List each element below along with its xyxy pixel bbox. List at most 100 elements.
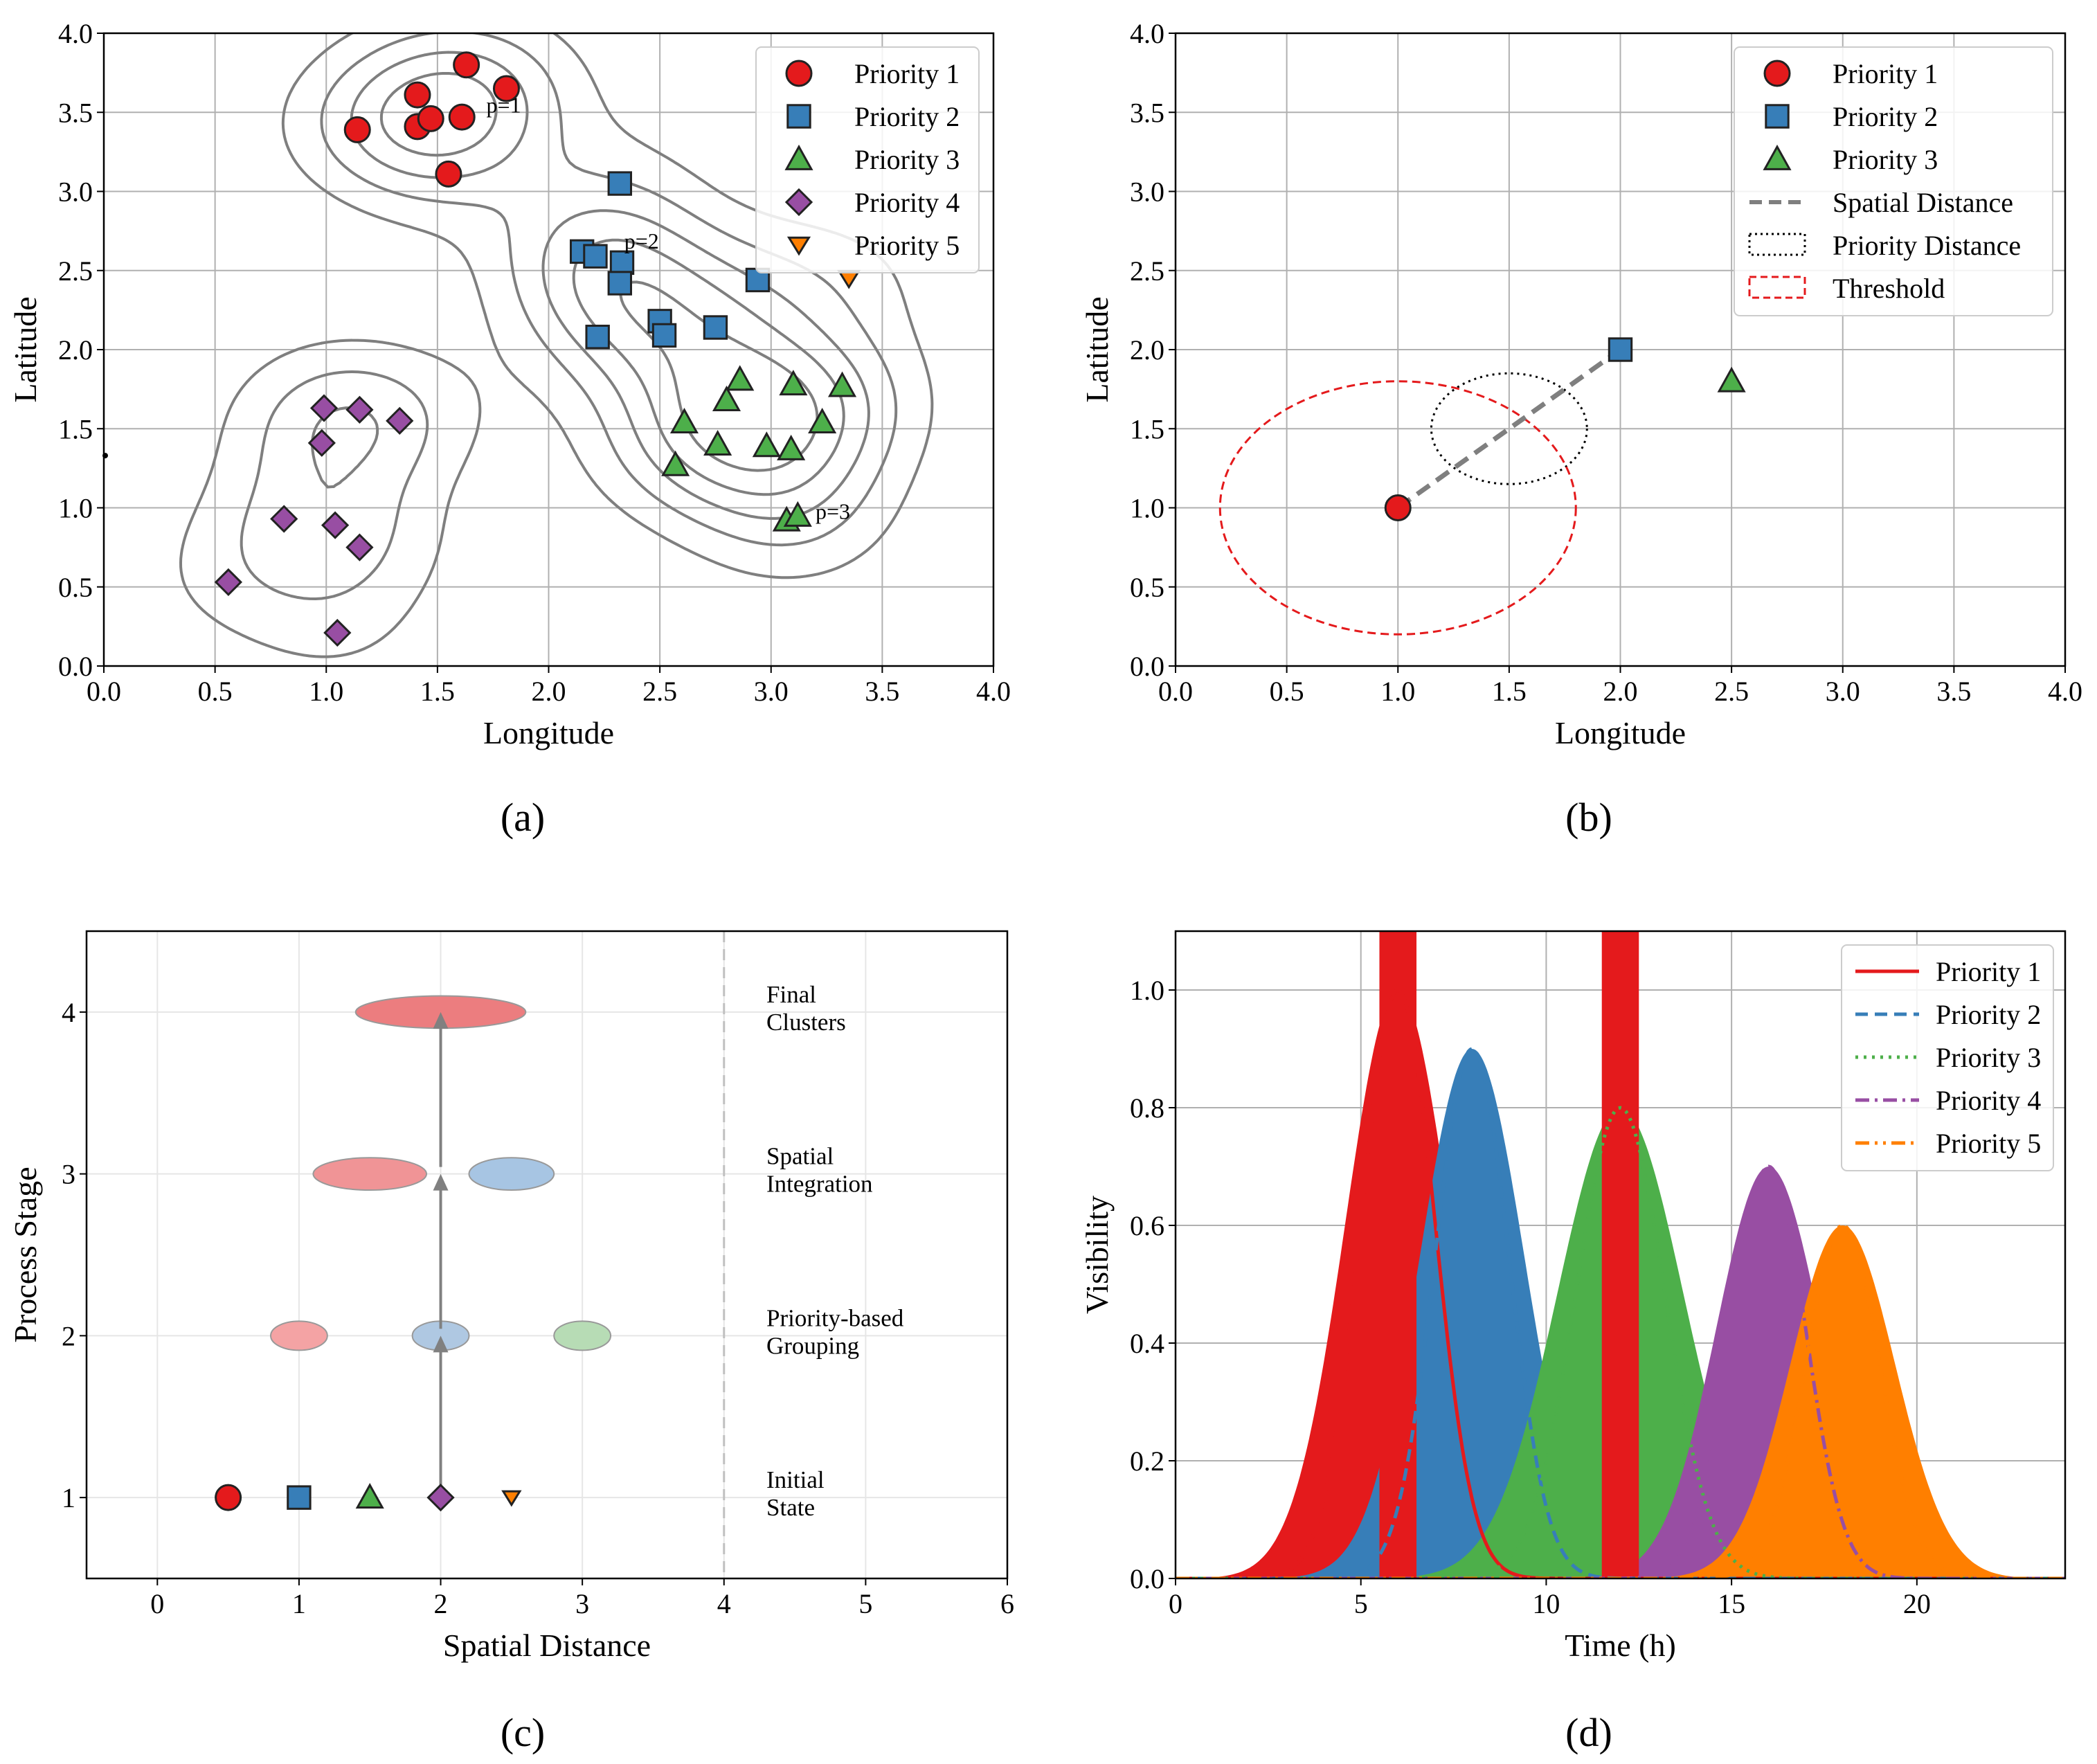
y-tick-label: 0.0 [1130,1563,1164,1594]
stage-label: Final [766,981,816,1008]
priority-distance-ellipse [1430,372,1588,485]
x-tick-label: 2.0 [532,676,566,707]
axes-frame [1174,930,2067,1580]
x-tick-label: 1.0 [309,676,343,707]
stage-label: State [766,1494,815,1521]
x-tick-label: 2.5 [642,676,677,707]
y-tick-label: 0.5 [1130,572,1164,603]
y-tick-label: 4 [62,997,75,1028]
legend: Priority 1 Priority 2 Priority 3 Priority 4… [755,46,980,273]
point-priority-3 [703,430,732,456]
legend-box-swatch [1748,276,1806,299]
stage-label: Integration [766,1171,873,1198]
point-priority-4 [386,406,414,435]
x-tick-label: 3.5 [865,676,899,707]
point-priority-2 [609,250,635,276]
point-priority-1 [417,105,444,132]
point-priority-2 [607,271,632,296]
x-tick-label: 1 [292,1588,306,1619]
initial-point [426,1484,455,1512]
legend-label: Priority Distance [1833,230,2021,261]
point-priority-2 [585,325,610,350]
point-priority-2 [583,244,608,269]
point-priority-1 [448,103,476,131]
x-tick-label: 15 [1718,1588,1745,1619]
y-tick-label: 1.0 [58,493,93,524]
point-priority-3 [783,501,812,527]
x-tick-label: 20 [1903,1588,1931,1619]
legend-box [1734,46,2053,316]
density-contour-line [311,51,870,520]
x-axis-label: Time (h) [1565,1628,1676,1663]
legend-label: Priority 1 [854,58,960,89]
stage-label: Grouping [766,1332,859,1359]
legend-marker [785,60,813,87]
caption-c: (c) [501,1710,545,1755]
point-priority-4 [270,505,298,533]
y-tick-label: 3.5 [1130,97,1164,128]
point-priority-3 [661,450,690,476]
point-priority-2 [607,171,632,196]
point-priority-4 [345,395,374,424]
point-priority-1 [435,160,462,188]
cluster-ellipse [312,1157,428,1191]
x-tick-label: 0.0 [87,676,121,707]
y-tick-label: 4.0 [58,18,93,49]
point-priority-3 [726,365,755,391]
plot-area [87,931,1007,1578]
legend-label: Priority 4 [1936,1085,2041,1116]
cluster-annotation: p=3 [816,498,850,523]
x-tick-label: 4.0 [2048,676,2082,707]
stage-label: Initial [766,1466,825,1493]
legend-label: Spatial Distance [1833,187,2013,218]
stage-arrow-head [433,1011,449,1029]
x-tick-label: 1.0 [1380,676,1415,707]
legend-box [755,46,980,273]
x-tick-label: 1.5 [420,676,455,707]
legend-label: Priority 1 [1833,58,1938,89]
series-priority-3 [661,365,857,532]
legend-marker [1765,104,1790,129]
axes-frame [85,930,1009,1580]
cluster-annotation: p=1 [487,92,521,117]
stage-label: Spatial [766,1143,834,1170]
x-tick-label: 1.5 [1492,676,1527,707]
point-priority-1 [492,75,520,102]
y-tick-label: 0.5 [58,572,93,603]
series-priority-4 [214,394,414,647]
caption-b: (b) [1565,795,1612,840]
point-priority-1 [1384,494,1412,521]
cluster-ellipse [553,1320,612,1351]
x-tick-label: 2 [434,1588,448,1619]
legend-marker [1763,60,1791,87]
y-tick-label: 1 [62,1482,75,1513]
point-priority-3 [779,370,808,396]
cluster-ellipse [468,1157,555,1191]
x-tick-label: 2.5 [1714,676,1749,707]
visibility-window [1601,931,1639,1578]
legend-label: Priority 3 [854,144,960,175]
y-tick-label: 0.0 [58,651,93,682]
x-tick-label: 2.0 [1603,676,1638,707]
legend-box [1841,944,2054,1171]
x-tick-label: 0 [1169,1588,1182,1619]
x-tick-label: 6 [1000,1588,1014,1619]
legend-label: Priority 2 [854,101,960,132]
visibility-plot [1176,931,2065,1578]
legend-marker [1763,144,1792,170]
x-tick-label: 0.5 [198,676,233,707]
y-axis-label: Visibility [1079,1196,1115,1314]
y-tick-label: 0.6 [1130,1210,1164,1241]
stage-arrow-head [433,1335,449,1353]
stage-label: Clusters [766,1009,846,1036]
point-priority-4 [345,533,374,561]
visibility-line-priority-1 [1176,988,2065,1578]
y-tick-label: 0.2 [1130,1446,1164,1477]
legend-label: Priority 3 [1833,144,1938,175]
point-priority-4 [307,429,336,457]
legend-marker [784,144,813,170]
y-tick-label: 2.0 [1130,334,1164,366]
y-tick-label: 4.0 [1130,18,1164,49]
point-priority-4 [321,511,350,539]
